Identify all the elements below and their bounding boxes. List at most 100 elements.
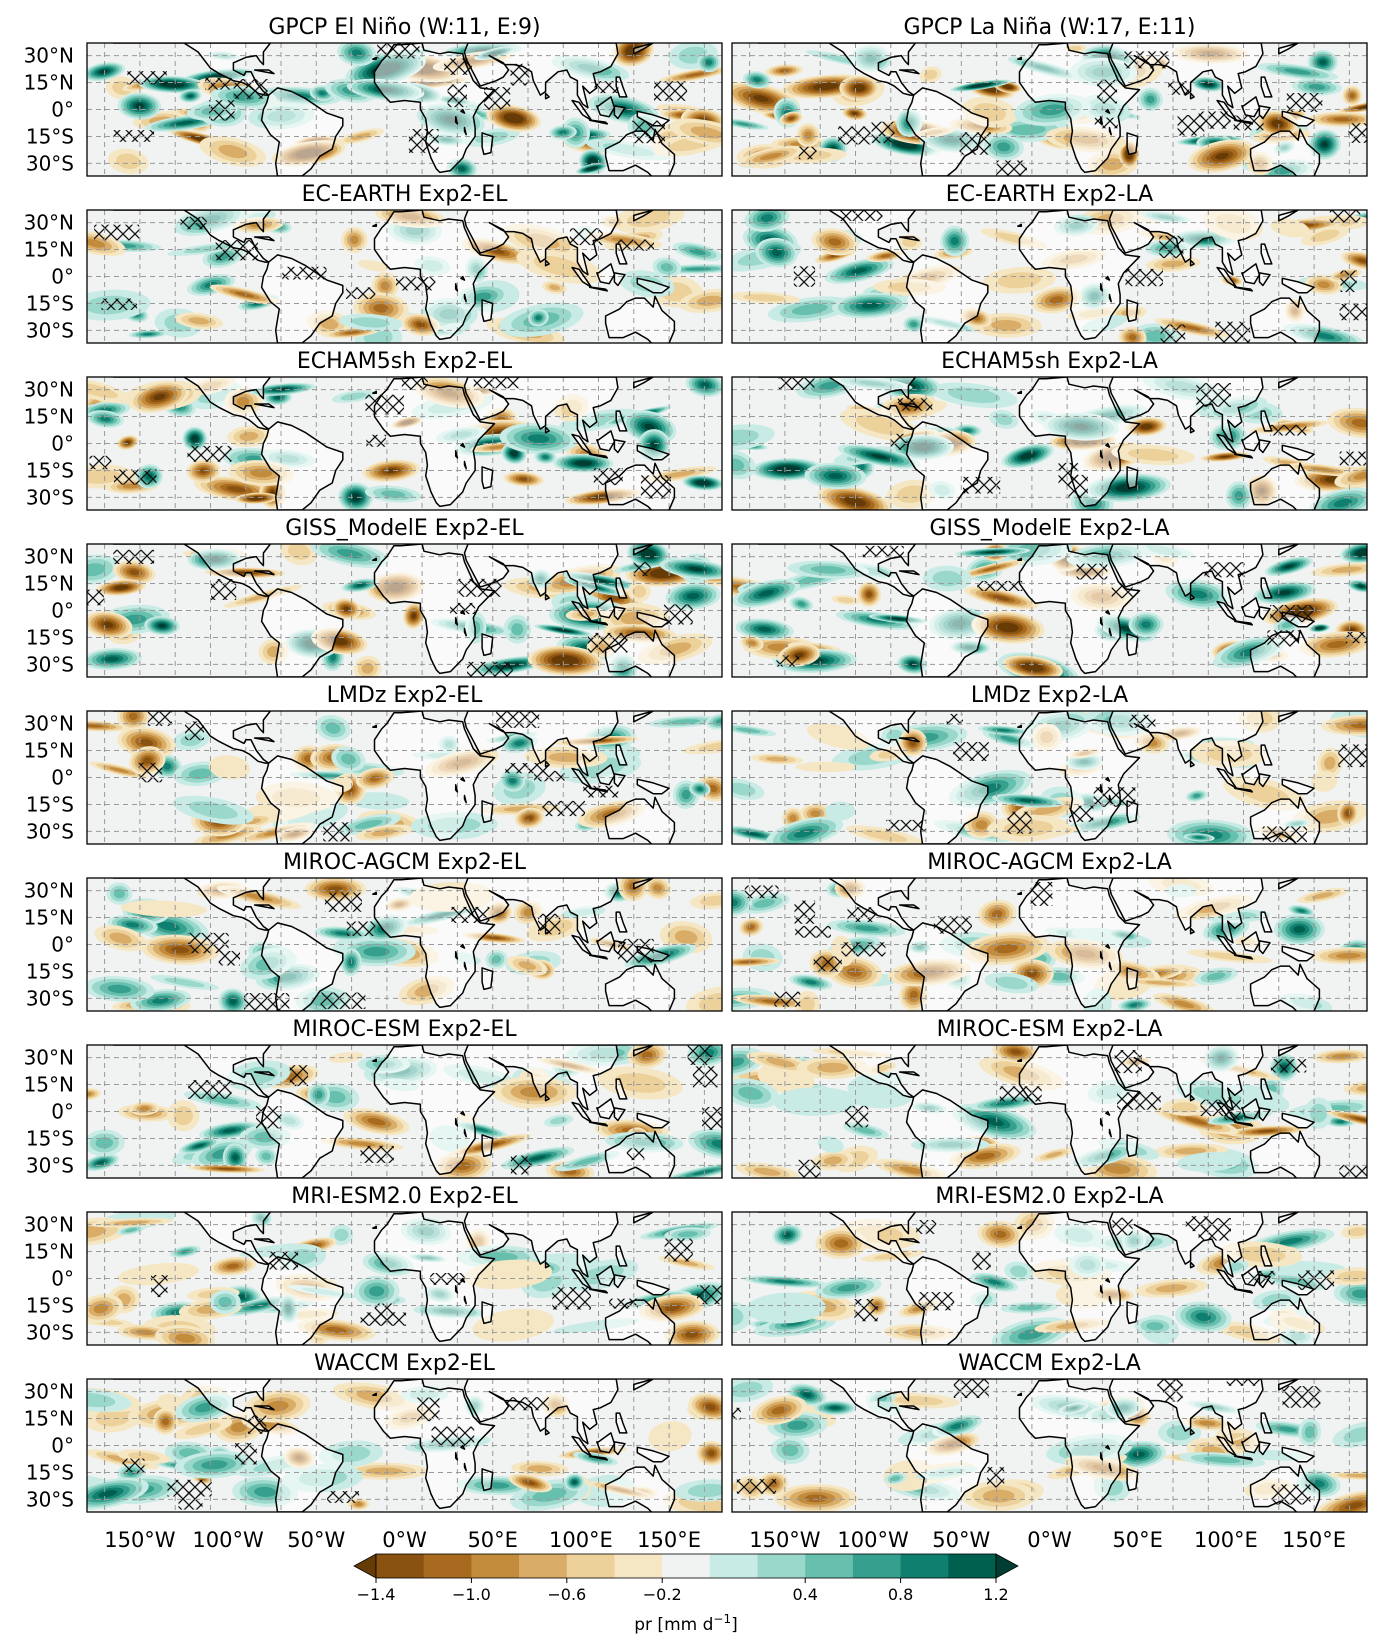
coastlines (112, 1045, 676, 1178)
colorbar-cell (376, 1554, 425, 1578)
lat-label: 0° (51, 1434, 74, 1458)
lat-label: 15°S (26, 459, 74, 483)
coastlines (112, 1212, 676, 1345)
lat-label: 15°N (24, 1240, 74, 1264)
coastlines (757, 43, 1321, 176)
lon-label: 50°W (932, 1528, 990, 1552)
lon-label: 150°E (637, 1528, 701, 1552)
longitude-axis: 150°W 100°W 50°W 0°W 50°E 100°E 150°E 150°W 100°… (104, 1528, 1346, 1552)
gridlines (732, 1212, 1367, 1345)
lat-label: 0° (51, 599, 74, 623)
colorbar-cell (566, 1554, 615, 1578)
coastlines (757, 1212, 1321, 1345)
significance-hatching (854, 1216, 1335, 1322)
lat-label: 15°S (26, 1461, 74, 1485)
gridlines (87, 711, 722, 844)
lat-label: 15°S (26, 292, 74, 316)
lat-label: 15°S (26, 960, 74, 984)
panel-frame (86, 543, 723, 678)
map-panel-el-4: LMDz Exp2-EL 30°N 15°N 0° 15°S30°S (24, 683, 723, 845)
lon-label: 150°E (1282, 1528, 1346, 1552)
lon-label: 50°E (467, 1528, 518, 1552)
lat-label: 15°N (24, 739, 74, 763)
panel-frame (731, 42, 1368, 177)
panel-frame (731, 543, 1368, 678)
gridlines (732, 43, 1367, 176)
lat-label: 15°N (24, 1407, 74, 1431)
colorbar: −1.4 −1.0 −0.6 −0.2 0.4 0.8 1.2 pr [mm d−1] (353, 1553, 1019, 1635)
lon-label: 100°E (1194, 1528, 1258, 1552)
map-panel-la-8: WACCM Exp2-LA (731, 1351, 1368, 1513)
gridlines (87, 544, 722, 677)
map-panel-el-1: EC-EARTH Exp2-EL 30°N 15°N 0° 15°S30°S (24, 182, 723, 344)
panel-grid: GPCP El Niño (W:11, E:9)30°N15°N0°15°S30… (24, 15, 1368, 1513)
lat-label: 0° (51, 265, 74, 289)
panel-title: LMDz Exp2-LA (971, 683, 1128, 708)
lat-label: 15°N (24, 906, 74, 930)
lat-label: 30°N (24, 1046, 74, 1070)
colorbar-cell (757, 1554, 806, 1578)
lon-label: 100°W (837, 1528, 909, 1552)
coastlines (112, 711, 676, 844)
lat-label: 0° (51, 1100, 74, 1124)
panel-frame (731, 1211, 1368, 1346)
significance-hatching (187, 892, 654, 1011)
lat-label: 30°N (24, 1380, 74, 1404)
gridlines (87, 878, 722, 1011)
panel-frame (86, 1211, 723, 1346)
gridlines (87, 210, 722, 343)
colorbar-label: pr [mm d−1] (634, 1612, 737, 1635)
colorbar-cell (709, 1554, 759, 1578)
panel-title: GPCP La Niña (W:17, E:11) (904, 15, 1196, 40)
lat-label: 15°S (26, 1127, 74, 1151)
panel-title: EC-EARTH Exp2-EL (302, 182, 509, 207)
colorbar-extend-high (995, 1553, 1019, 1579)
panel-frame (86, 1378, 723, 1513)
lon-label: 0°W (1027, 1528, 1072, 1552)
panel-frame (731, 1044, 1368, 1179)
colorbar-cell (423, 1554, 472, 1578)
colorbar-cell (614, 1554, 663, 1578)
panel-frame (86, 209, 723, 344)
map-panel-la-5: MIROC-AGCM Exp2-LA (731, 850, 1368, 1012)
gridlines (732, 210, 1367, 343)
panel-title: MRI-ESM2.0 Exp2-LA (935, 1184, 1163, 1209)
colorbar-frame (375, 1553, 997, 1579)
colorbar-tick-label: −1.0 (452, 1585, 491, 1604)
colorbar-tick-label: 0.4 (792, 1585, 817, 1604)
gridlines (732, 544, 1367, 677)
map-panel-el-6: MIROC-ESM Exp2-EL 30°N 15°N 0° 15°S30°S (24, 1017, 723, 1179)
map-panel-la-3: GISS_ModelE Exp2-LA (731, 516, 1368, 678)
significance-hatching (122, 1397, 549, 1510)
lon-label: 50°E (1112, 1528, 1163, 1552)
gridlines (732, 878, 1367, 1011)
colorbar-cell (519, 1554, 568, 1578)
panel-title: GISS_ModelE Exp2-EL (285, 516, 524, 541)
map-panel-la-7: MRI-ESM2.0 Exp2-LA (731, 1184, 1368, 1346)
lat-label: 30°S (26, 485, 74, 509)
coastlines (112, 210, 676, 343)
significance-hatching (151, 1238, 722, 1326)
map-panel-el-8: WACCM Exp2-EL 30°N 15°N 0° 15°S30°S (24, 1351, 723, 1513)
colorbar-tick-label: −1.4 (357, 1585, 396, 1604)
map-panel-la-1: EC-EARTH Exp2-LA (731, 182, 1368, 344)
map-panel-el-0: GPCP El Niño (W:11, E:9) 30°N 15°N 0° 15°S30… (24, 15, 723, 177)
lat-label: 30°N (24, 44, 74, 68)
lat-label: 30°N (24, 378, 74, 402)
gridlines (87, 43, 722, 176)
panel-frame (731, 1378, 1368, 1513)
gridlines (732, 377, 1367, 510)
panel-title: LMDz Exp2-EL (327, 683, 483, 708)
gridlines (87, 1212, 722, 1345)
lat-label: 0° (51, 766, 74, 790)
panel-title: EC-EARTH Exp2-LA (946, 182, 1153, 207)
land-mask (113, 1045, 675, 1178)
lon-label: 100°E (549, 1528, 613, 1552)
lon-label: 150°W (749, 1528, 821, 1552)
panel-title: MIROC-ESM Exp2-EL (292, 1017, 517, 1042)
coastlines (757, 878, 1321, 1011)
coastlines (757, 544, 1321, 677)
panel-title: WACCM Exp2-EL (314, 1351, 496, 1376)
coastlines (757, 711, 1321, 844)
